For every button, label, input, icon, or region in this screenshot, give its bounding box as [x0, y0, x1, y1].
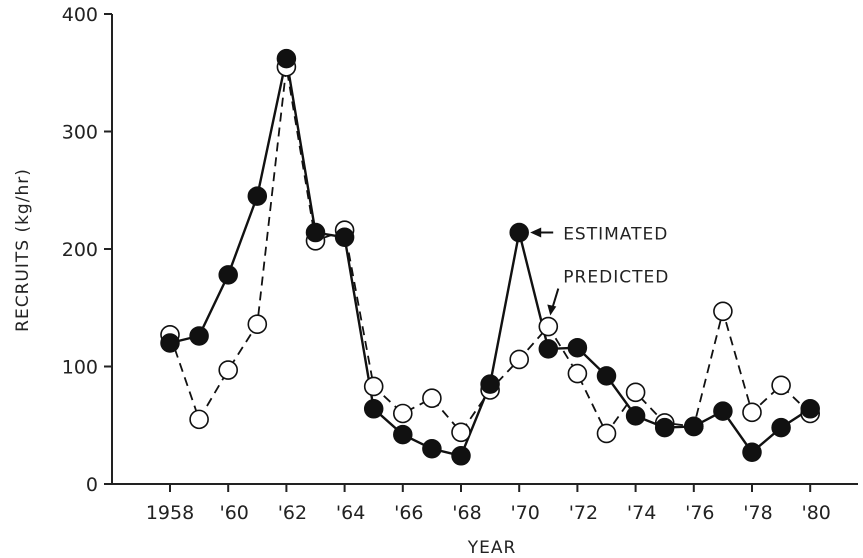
estimated-arrow-head	[530, 227, 542, 238]
estimated-label: ESTIMATED	[563, 225, 668, 245]
x-tick-label: '70	[510, 502, 539, 524]
predicted-arrow-head	[547, 304, 557, 316]
x-ticks: 1958 '60 '62 '64 '66 '68 '70 '72 '74 '76 '78 '80	[146, 484, 831, 524]
estimated-point	[800, 399, 820, 419]
estimated-point	[393, 424, 413, 445]
x-tick-label: '74	[627, 502, 656, 524]
estimated-point	[625, 406, 646, 426]
y-tick-label: 100	[62, 357, 98, 379]
predicted-point	[538, 316, 559, 337]
predicted-point	[596, 423, 617, 444]
estimated-point	[305, 222, 326, 243]
predicted-point	[771, 375, 791, 396]
estimated-point	[654, 417, 675, 438]
predicted-point	[625, 382, 646, 403]
y-ticks: 0 100 200 300 400	[62, 4, 112, 496]
estimated-point	[334, 227, 355, 247]
estimated-point	[160, 333, 180, 353]
estimated-point	[509, 222, 529, 243]
predicted-point	[451, 422, 471, 443]
y-axis-title: RECRUITS (kg/hr)	[13, 168, 33, 332]
estimated-point	[363, 399, 384, 419]
x-tick-label: '68	[452, 502, 481, 524]
x-axis-title: YEAR	[467, 538, 517, 558]
predicted-point	[392, 403, 413, 424]
predicted-point	[363, 376, 384, 397]
estimated-point	[713, 401, 733, 421]
estimated-point	[742, 442, 762, 463]
x-tick-label: '64	[336, 502, 365, 524]
x-tick-label: '76	[685, 502, 714, 524]
estimated-point	[684, 416, 704, 437]
estimated-point	[276, 48, 297, 69]
predicted-point	[509, 349, 530, 370]
predicted-point	[742, 402, 762, 423]
y-tick-label: 400	[62, 4, 98, 26]
x-tick-label: '78	[743, 502, 772, 524]
estimated-point	[189, 326, 209, 346]
x-tick-label: 1958	[146, 502, 194, 524]
series-points	[160, 48, 821, 466]
predicted-point	[218, 360, 238, 380]
estimated-point	[451, 446, 471, 466]
x-tick-label: '72	[569, 502, 598, 524]
annotations: ESTIMATED PREDICTED	[530, 225, 669, 316]
estimated-point	[771, 417, 791, 438]
predicted-point	[567, 363, 588, 384]
x-tick-label: '80	[801, 502, 830, 524]
predicted-point	[189, 409, 209, 430]
x-tick-label: '62	[278, 502, 307, 524]
estimated-point	[480, 374, 500, 394]
predicted-label: PREDICTED	[563, 268, 669, 288]
estimated-point	[567, 337, 588, 358]
estimated-point	[538, 339, 559, 359]
predicted-point	[422, 388, 442, 409]
x-tick-label: '60	[219, 502, 248, 524]
estimated-point	[422, 439, 442, 459]
y-tick-label: 200	[62, 239, 98, 261]
y-tick-label: 0	[86, 474, 98, 496]
estimated-point	[247, 186, 268, 206]
predicted-point	[247, 314, 268, 335]
predicted-point	[713, 301, 733, 322]
estimated-point	[218, 265, 238, 285]
x-tick-label: '66	[394, 502, 423, 524]
y-tick-label: 300	[62, 122, 98, 144]
estimated-point	[596, 366, 617, 386]
